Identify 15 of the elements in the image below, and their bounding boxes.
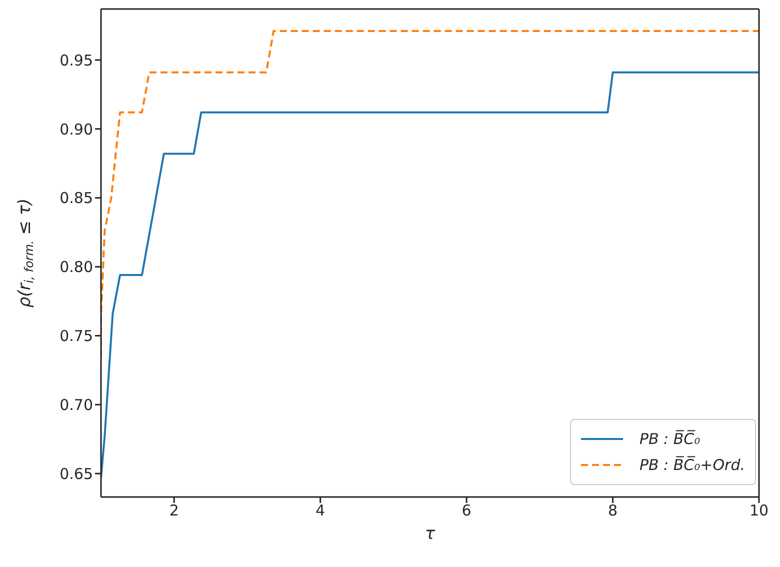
legend-label: PB : B̅C̅₀+Ord. xyxy=(639,455,745,476)
y-tick-label: 0.70 xyxy=(60,396,93,414)
x-tick-label: 2 xyxy=(169,502,179,520)
y-tick-label: 0.95 xyxy=(60,51,93,70)
y-tick-label: 0.85 xyxy=(60,189,93,208)
y-tick-label: 0.90 xyxy=(60,120,93,138)
x-axis-title: τ xyxy=(424,524,436,544)
legend-label: PB : B̅C̅₀ xyxy=(639,429,700,450)
y-tick-label: 0.75 xyxy=(60,327,93,346)
y-tick-label: 0.80 xyxy=(60,258,93,276)
x-tick-label: 10 xyxy=(749,502,769,520)
x-tick-label: 8 xyxy=(608,502,618,520)
x-tick-label: 4 xyxy=(316,502,326,520)
y-tick-label: 0.65 xyxy=(60,464,93,483)
x-tick-label: 6 xyxy=(462,502,472,520)
